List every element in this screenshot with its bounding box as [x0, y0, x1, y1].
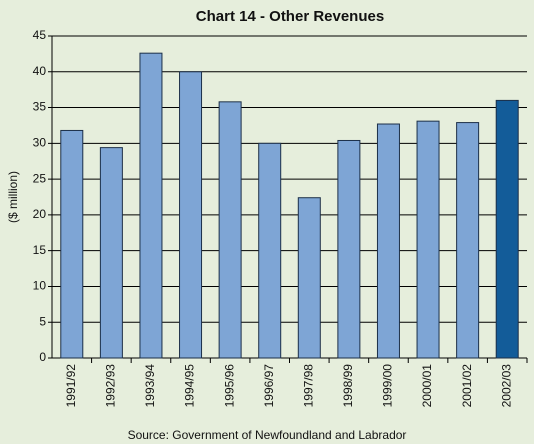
source-note: Source: Government of Newfoundland and L… [128, 428, 407, 442]
x-tick-label: 2002/03 [499, 364, 513, 408]
x-tick-label: 1998/99 [341, 364, 355, 408]
x-tick-label: 1994/95 [183, 364, 197, 408]
bar [60, 129, 84, 359]
y-tick-label: 35 [33, 100, 47, 114]
bar [376, 123, 400, 359]
x-tick-label: 2001/02 [460, 364, 474, 408]
bar [297, 197, 321, 359]
bar [456, 122, 480, 359]
x-tick-label: 1997/98 [301, 364, 315, 408]
bar [416, 120, 440, 359]
x-tick-label: 1996/97 [262, 364, 276, 408]
y-tick-label: 40 [33, 64, 47, 78]
y-tick-label: 25 [33, 171, 47, 185]
bar [218, 101, 242, 359]
y-tick-label: 45 [33, 28, 47, 42]
chart-title: Chart 14 - Other Revenues [196, 8, 384, 25]
x-tick-label: 1999/00 [381, 364, 395, 408]
bar [337, 139, 361, 359]
y-tick-label: 15 [33, 243, 47, 257]
bar [258, 142, 282, 359]
bar [495, 99, 519, 359]
y-axis-label: ($ million) [6, 171, 20, 223]
y-tick-label: 10 [33, 279, 47, 293]
bar [179, 71, 203, 359]
x-tick-label: 1993/94 [143, 364, 157, 408]
y-tick-label: 0 [39, 350, 46, 364]
x-tick-label: 1995/96 [222, 364, 236, 408]
x-tick-label: 1991/92 [64, 364, 78, 408]
bar [139, 52, 163, 359]
y-tick-label: 5 [39, 314, 46, 328]
x-tick-label: 2000/01 [420, 364, 434, 408]
x-tick-label: 1992/93 [104, 364, 118, 408]
bar [99, 147, 123, 359]
y-tick-label: 20 [33, 207, 47, 221]
y-tick-label: 30 [33, 136, 47, 150]
